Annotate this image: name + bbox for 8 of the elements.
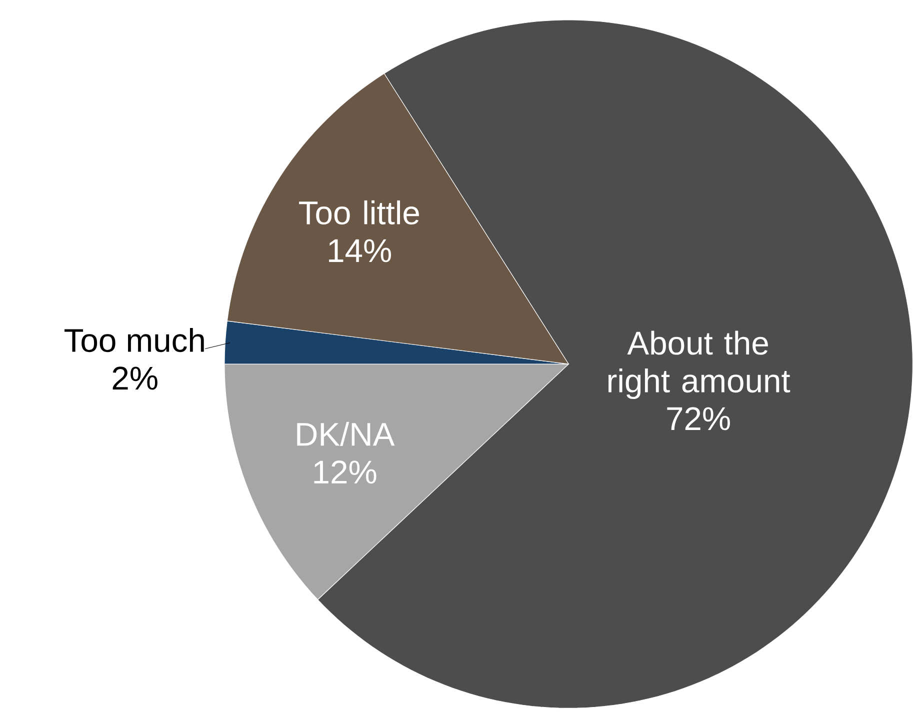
slice-label: DK/NA (297, 422, 395, 446)
data-label: 12% (314, 460, 376, 484)
slice-label: About the right amount (608, 330, 790, 399)
slice-label: Too little (299, 200, 419, 224)
slice-label: Too much (64, 328, 204, 352)
data-label: 2% (112, 366, 158, 390)
data-label: 14% (329, 239, 392, 262)
data-label: 72% (667, 407, 730, 430)
